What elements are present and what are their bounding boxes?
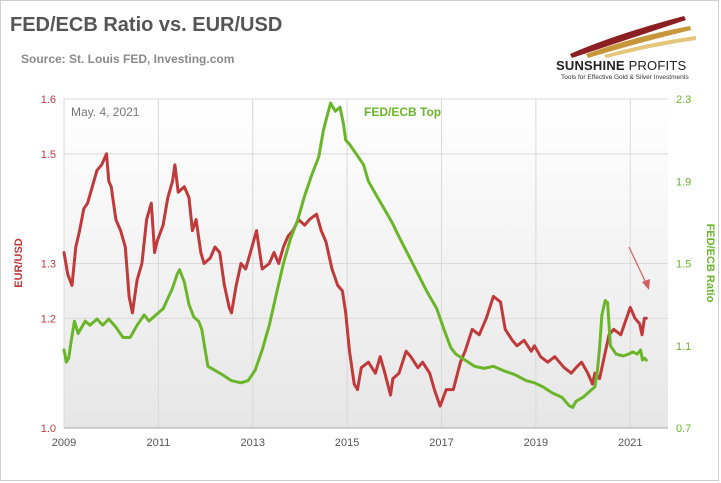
y-left-tick-label: 1.2 — [41, 313, 56, 325]
y-right-tick-label: 1.9 — [676, 176, 691, 188]
y-left-tick-label: 1.3 — [41, 259, 56, 271]
annotation-fedecb-top: FED/ECB Top — [364, 105, 441, 119]
y-right-tick-label: 1.1 — [676, 341, 691, 353]
trend-arrow — [628, 246, 650, 290]
y-axis-right-label: FED/ECB Ratio — [704, 224, 716, 303]
y-right-tick-label: 2.3 — [676, 94, 691, 106]
y-left-tick-label: 1.6 — [41, 94, 56, 106]
chart-source: Source: St. Louis FED, Investing.com — [21, 52, 235, 66]
y-left-tick-label: 1.0 — [41, 423, 56, 435]
y-axis-left-label: EUR/USD — [13, 238, 25, 288]
x-tick-label: 2015 — [335, 437, 359, 449]
x-tick-label: 2011 — [147, 437, 171, 449]
y-right-tick-label: 0.7 — [676, 423, 691, 435]
series-layer — [62, 101, 648, 409]
grid-lines — [63, 98, 668, 429]
chart-title: FED/ECB Ratio vs. EUR/USD — [10, 14, 283, 36]
axes: 1.6 1.5 1.3 1.2 1.0 2.3 1.9 1.5 1.1 0.7 2009 2011 20… — [41, 94, 692, 449]
sunshine-rays-icon — [570, 16, 696, 58]
brand-tagline: Tools for Effective Gold & Silver Invest… — [561, 74, 689, 81]
x-tick-label: 2013 — [241, 437, 265, 449]
eurusd-series-line — [62, 152, 648, 408]
brand-logo: SUNSHINE PROFITS Tools for Effective Gol… — [556, 14, 706, 86]
fedecb-series-line — [62, 101, 648, 409]
y-left-tick-label: 1.5 — [41, 149, 56, 161]
x-tick-label: 2019 — [524, 437, 548, 449]
x-tick-label: 2017 — [429, 437, 453, 449]
x-tick-label: 2009 — [52, 437, 76, 449]
brand-name: SUNSHINE PROFITS — [556, 58, 687, 73]
x-tick-label: 2021 — [618, 437, 642, 449]
y-right-tick-label: 1.5 — [676, 259, 691, 271]
date-label: May. 4, 2021 — [71, 105, 140, 119]
